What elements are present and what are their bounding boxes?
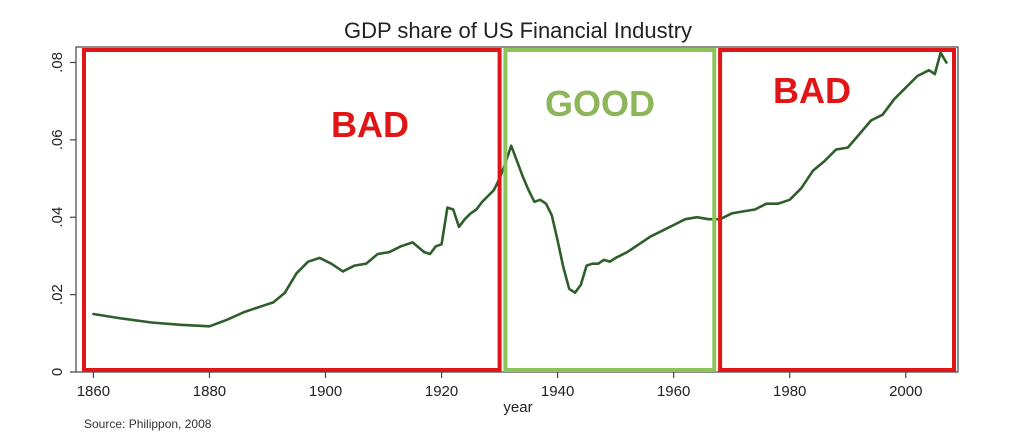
series-line bbox=[92, 51, 948, 328]
x-tick-label: 2000 bbox=[889, 383, 922, 400]
y-tick-label: .06 bbox=[49, 129, 66, 150]
region-box bbox=[82, 48, 502, 372]
x-tick-label: 1940 bbox=[541, 383, 574, 400]
x-tick-label: 1920 bbox=[425, 383, 458, 400]
y-tick-label: 0 bbox=[49, 368, 66, 376]
regions-layer: BAD GOOD BAD bbox=[82, 48, 956, 372]
region-label: GOOD bbox=[545, 83, 655, 124]
source-note: Source: Philippon, 2008 bbox=[84, 417, 212, 431]
series-layer bbox=[92, 51, 948, 328]
x-axis-title: year bbox=[503, 399, 532, 416]
y-tick-label: .02 bbox=[49, 284, 66, 305]
y-tick-label: .08 bbox=[49, 52, 66, 73]
region-box bbox=[718, 48, 956, 372]
x-tick-label: 1900 bbox=[309, 383, 342, 400]
chart-title: GDP share of US Financial Industry bbox=[344, 18, 692, 43]
x-tick-label: 1880 bbox=[193, 383, 226, 400]
x-tick-label: 1980 bbox=[773, 383, 806, 400]
x-tick-label: 1960 bbox=[657, 383, 690, 400]
x-tick-label: 1860 bbox=[77, 383, 110, 400]
region-box bbox=[503, 48, 717, 372]
region-label: BAD bbox=[331, 104, 409, 145]
region-label: BAD bbox=[773, 70, 851, 111]
y-tick-label: .04 bbox=[49, 207, 66, 228]
